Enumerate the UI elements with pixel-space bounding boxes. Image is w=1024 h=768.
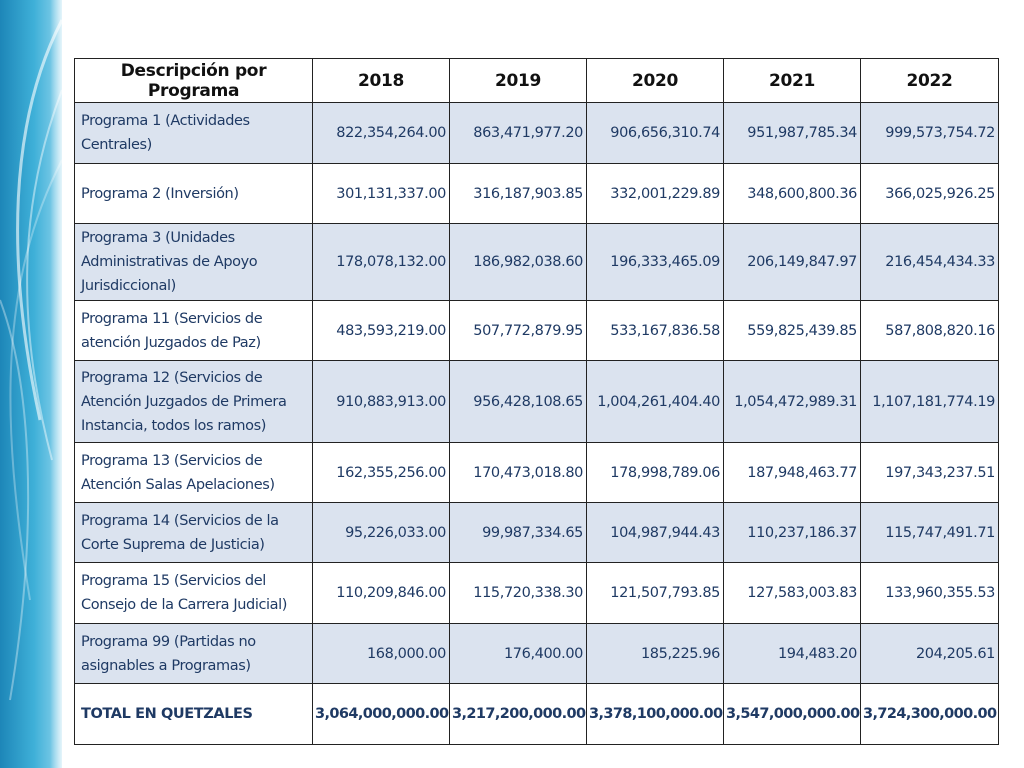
- value-2022: 133,960,355.53: [860, 562, 999, 624]
- column-header-2019: 2019: [449, 58, 587, 103]
- program-description: Programa 99 (Partidas no asignables a Pr…: [74, 623, 313, 684]
- value-2019: 316,187,903.85: [449, 163, 587, 224]
- total-label: TOTAL EN QUETZALES: [74, 683, 313, 745]
- table-row: Programa 15 (Servicios del Consejo de la…: [74, 562, 999, 624]
- program-description: Programa 14 (Servicios de la Corte Supre…: [74, 502, 313, 563]
- value-2022: 587,808,820.16: [860, 300, 999, 361]
- value-2019: 186,982,038.60: [449, 223, 587, 301]
- value-2019: 507,772,879.95: [449, 300, 587, 361]
- column-header-2022: 2022: [860, 58, 999, 103]
- budget-table: Descripción por Programa 2018 2019 2020 …: [74, 58, 999, 745]
- value-2018: 483,593,219.00: [312, 300, 450, 361]
- value-2019: 176,400.00: [449, 623, 587, 684]
- value-2022: 204,205.61: [860, 623, 999, 684]
- value-2020: 178,998,789.06: [586, 442, 724, 503]
- value-2019: 115,720,338.30: [449, 562, 587, 624]
- program-description: Programa 2 (Inversión): [74, 163, 313, 224]
- value-2020: 104,987,944.43: [586, 502, 724, 563]
- table-row: Programa 12 (Servicios de Atención Juzga…: [74, 360, 999, 443]
- value-2018: 910,883,913.00: [312, 360, 450, 443]
- value-2020: 185,225.96: [586, 623, 724, 684]
- value-2021: 187,948,463.77: [723, 442, 861, 503]
- value-2019: 170,473,018.80: [449, 442, 587, 503]
- value-2018: 168,000.00: [312, 623, 450, 684]
- table-row: Programa 99 (Partidas no asignables a Pr…: [74, 623, 999, 684]
- side-decoration: [0, 0, 64, 768]
- column-header-2020: 2020: [586, 58, 724, 103]
- program-description: Programa 13 (Servicios de Atención Salas…: [74, 442, 313, 503]
- table-row: Programa 14 (Servicios de la Corte Supre…: [74, 502, 999, 563]
- total-2020: 3,378,100,000.00: [586, 683, 724, 745]
- header-row: Descripción por Programa 2018 2019 2020 …: [74, 58, 999, 103]
- value-2020: 332,001,229.89: [586, 163, 724, 224]
- value-2018: 162,355,256.00: [312, 442, 450, 503]
- value-2020: 906,656,310.74: [586, 102, 724, 164]
- column-header-description: Descripción por Programa: [74, 58, 313, 103]
- total-2021: 3,547,000,000.00: [723, 683, 861, 745]
- table-row: Programa 11 (Servicios de atención Juzga…: [74, 300, 999, 361]
- value-2020: 121,507,793.85: [586, 562, 724, 624]
- value-2021: 348,600,800.36: [723, 163, 861, 224]
- value-2018: 110,209,846.00: [312, 562, 450, 624]
- value-2022: 999,573,754.72: [860, 102, 999, 164]
- program-description: Programa 3 (Unidades Administrativas de …: [74, 223, 313, 301]
- value-2021: 110,237,186.37: [723, 502, 861, 563]
- value-2020: 533,167,836.58: [586, 300, 724, 361]
- value-2018: 178,078,132.00: [312, 223, 450, 301]
- program-description: Programa 1 (Actividades Centrales): [74, 102, 313, 164]
- total-2019: 3,217,200,000.00: [449, 683, 587, 745]
- table-row: Programa 1 (Actividades Centrales) 822,3…: [74, 102, 999, 164]
- program-description: Programa 15 (Servicios del Consejo de la…: [74, 562, 313, 624]
- value-2021: 951,987,785.34: [723, 102, 861, 164]
- table-row: Programa 2 (Inversión) 301,131,337.00 31…: [74, 163, 999, 224]
- value-2022: 216,454,434.33: [860, 223, 999, 301]
- table-row: Programa 13 (Servicios de Atención Salas…: [74, 442, 999, 503]
- value-2021: 1,054,472,989.31: [723, 360, 861, 443]
- value-2020: 1,004,261,404.40: [586, 360, 724, 443]
- column-header-2021: 2021: [723, 58, 861, 103]
- column-header-2018: 2018: [312, 58, 450, 103]
- value-2018: 95,226,033.00: [312, 502, 450, 563]
- value-2021: 194,483.20: [723, 623, 861, 684]
- program-description: Programa 11 (Servicios de atención Juzga…: [74, 300, 313, 361]
- value-2019: 863,471,977.20: [449, 102, 587, 164]
- value-2022: 1,107,181,774.19: [860, 360, 999, 443]
- budget-table-container: Descripción por Programa 2018 2019 2020 …: [74, 58, 1000, 745]
- value-2022: 366,025,926.25: [860, 163, 999, 224]
- value-2022: 197,343,237.51: [860, 442, 999, 503]
- value-2020: 196,333,465.09: [586, 223, 724, 301]
- value-2021: 127,583,003.83: [723, 562, 861, 624]
- value-2021: 559,825,439.85: [723, 300, 861, 361]
- program-description: Programa 12 (Servicios de Atención Juzga…: [74, 360, 313, 443]
- value-2021: 206,149,847.97: [723, 223, 861, 301]
- value-2022: 115,747,491.71: [860, 502, 999, 563]
- value-2019: 956,428,108.65: [449, 360, 587, 443]
- value-2018: 301,131,337.00: [312, 163, 450, 224]
- total-2022: 3,724,300,000.00: [860, 683, 999, 745]
- value-2019: 99,987,334.65: [449, 502, 587, 563]
- total-2018: 3,064,000,000.00: [312, 683, 450, 745]
- table-row: Programa 3 (Unidades Administrativas de …: [74, 223, 999, 301]
- total-row: TOTAL EN QUETZALES 3,064,000,000.00 3,21…: [74, 683, 999, 745]
- value-2018: 822,354,264.00: [312, 102, 450, 164]
